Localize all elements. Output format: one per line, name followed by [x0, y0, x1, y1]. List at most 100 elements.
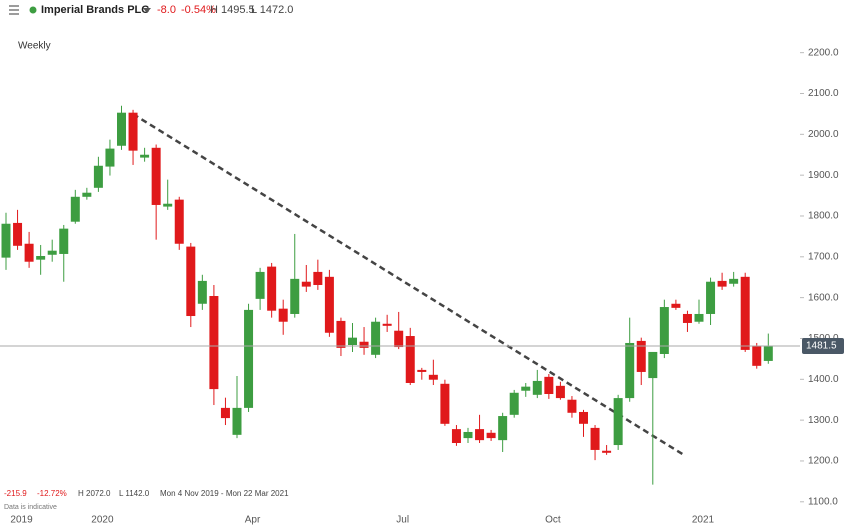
candle-body [451, 429, 461, 443]
dropdown-caret[interactable] [143, 8, 151, 13]
candle-body [579, 411, 588, 424]
candle-body [359, 341, 369, 348]
candle-body [602, 450, 612, 453]
candle-body [13, 222, 23, 246]
y-tick-label: 1800.0 [808, 211, 839, 222]
x-tick-label: Oct [545, 515, 561, 526]
candle-body [613, 398, 623, 446]
candle-body [313, 271, 323, 285]
candle-body [498, 416, 508, 441]
candle-body [463, 431, 473, 439]
header-change: -8.0 [157, 4, 176, 16]
candle-body [24, 243, 34, 262]
candle-body [752, 345, 762, 366]
footer-change-pct: -12.72% [37, 489, 67, 498]
y-tick-label: 1300.0 [808, 415, 839, 426]
candle-body [382, 323, 392, 326]
footer-range: Mon 4 Nov 2019 - Mon 22 Mar 2021 [160, 489, 289, 498]
candle-body [694, 313, 704, 322]
candle-body [544, 376, 554, 395]
candle-body [417, 369, 427, 372]
y-tick-label: 1100.0 [808, 496, 838, 507]
candle-body [636, 340, 646, 372]
candle-body [371, 321, 381, 355]
y-tick-label: 2200.0 [808, 47, 839, 58]
x-tick-label: 2019 [10, 515, 33, 526]
candle-body [521, 386, 531, 391]
y-tick-label: 2000.0 [808, 129, 839, 140]
candle-body [509, 392, 519, 415]
header-change-pct: -0.54% [181, 4, 216, 16]
y-tick-label: 1200.0 [808, 456, 839, 467]
candle-body [244, 309, 254, 408]
candle-body [290, 278, 300, 314]
y-tick-label: 1600.0 [808, 292, 839, 303]
candle-body [163, 203, 173, 207]
candle-body [36, 255, 46, 260]
last-price-tag [802, 338, 844, 355]
menu-icon[interactable] [9, 5, 19, 15]
y-tick-label: 1700.0 [808, 251, 839, 262]
candle-body [659, 307, 669, 354]
candle-body [197, 280, 207, 304]
candle-body [625, 342, 635, 399]
candle-body [220, 407, 230, 419]
instrument-name[interactable]: Imperial Brands PLC [41, 4, 149, 16]
candle-body [82, 192, 92, 197]
candle-body [590, 427, 600, 450]
footer-note: Data is indicative [4, 504, 57, 511]
x-tick-label: 2021 [692, 515, 715, 526]
candle-body [532, 380, 542, 395]
y-tick-label: 1400.0 [808, 374, 839, 385]
trend-line [132, 112, 685, 457]
candle-body [486, 432, 496, 439]
chart-subtitle: Weekly [18, 41, 51, 52]
candle-body [105, 148, 115, 167]
y-tick-label: 1900.0 [808, 170, 839, 181]
footer-high: H 2072.0 [78, 489, 111, 498]
candle-body [324, 276, 334, 333]
candle-body [232, 407, 242, 435]
candle-body [336, 320, 346, 348]
candle-body [682, 313, 692, 323]
candle-body [209, 296, 219, 390]
candle-body [740, 276, 750, 350]
candle-body [706, 281, 716, 314]
candle-body [648, 351, 658, 379]
candle-body [475, 429, 485, 441]
candle-body [59, 228, 69, 254]
candle-body [1, 223, 11, 258]
header-high: H 1495.5 [210, 4, 255, 16]
candle-body [186, 246, 196, 317]
candle-body [348, 337, 357, 346]
candle-body [567, 399, 577, 413]
footer-change: -215.9 [4, 489, 27, 498]
header-low: L 1472.0 [251, 4, 293, 16]
candle-body [428, 374, 438, 380]
candle-body [174, 199, 184, 244]
candle-body [671, 303, 681, 308]
candle-body [47, 250, 57, 255]
candle-body [93, 165, 103, 188]
last-price-label: 1481.5 [806, 341, 837, 352]
candle-body [555, 385, 565, 399]
candle-body [278, 308, 288, 322]
candle-body [301, 281, 311, 287]
candle-body [440, 383, 450, 424]
candle-body [140, 154, 150, 158]
candle-body [255, 271, 265, 299]
x-tick-label: Apr [245, 515, 261, 526]
candle-body [151, 147, 161, 205]
candle-body [128, 112, 138, 151]
candle-body [394, 330, 404, 348]
candle-body [729, 278, 739, 284]
candle-body [717, 280, 727, 287]
candle-body [70, 196, 80, 222]
candle-body [117, 112, 126, 146]
x-tick-label: Jul [396, 515, 409, 526]
candle-body [405, 336, 415, 383]
y-tick-label: 2100.0 [808, 88, 839, 99]
x-tick-label: 2020 [91, 515, 114, 526]
